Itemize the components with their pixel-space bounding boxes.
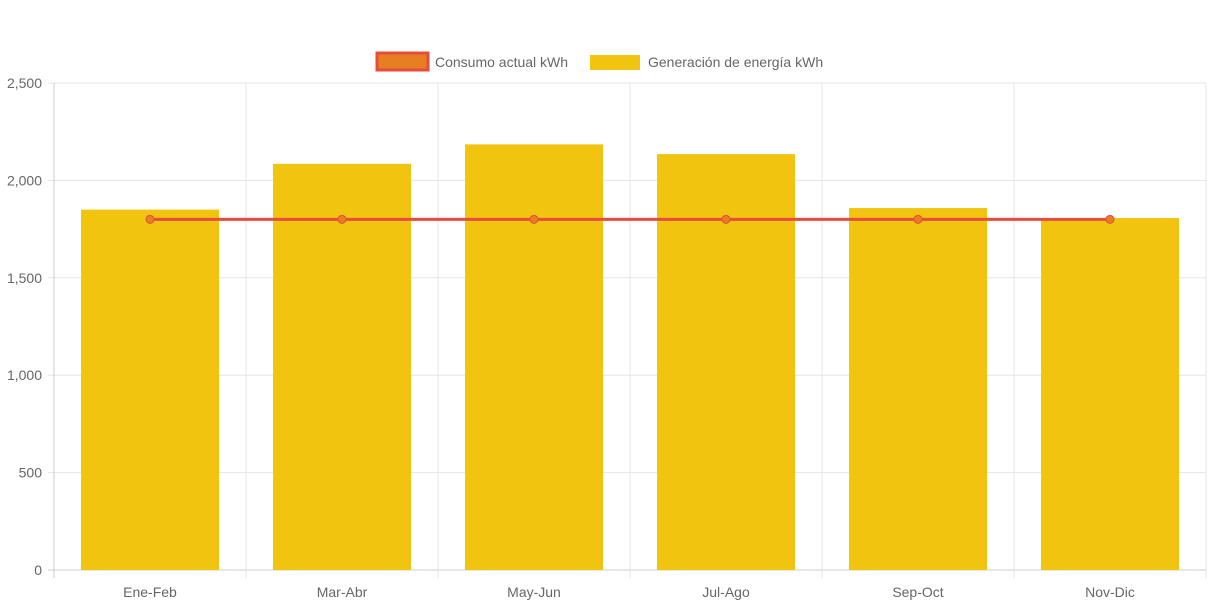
- x-tick-label: Nov-Dic: [1085, 584, 1135, 600]
- x-tick-label: May-Jun: [507, 584, 561, 600]
- x-tick-label: Jul-Ago: [702, 584, 750, 600]
- point-consumo-Jul-Ago: [721, 214, 731, 224]
- x-tick-label: Ene-Feb: [123, 584, 177, 600]
- x-tick-label: Mar-Abr: [317, 584, 368, 600]
- y-tick-label: 1,000: [7, 367, 42, 383]
- legend-item-consumo[interactable]: Consumo actual kWh: [375, 51, 568, 72]
- point-consumo-Sep-Oct: [913, 214, 923, 224]
- y-tick-label: 1,500: [7, 270, 42, 286]
- legend-label-consumo: Consumo actual kWh: [435, 54, 568, 70]
- legend-swatch-consumo: [375, 51, 430, 72]
- y-tick-label: 2,000: [7, 172, 42, 188]
- bar-Sep-Oct: [849, 208, 987, 571]
- point-consumo-Nov-Dic: [1105, 214, 1115, 224]
- legend-swatch-generacion: [590, 55, 640, 70]
- bar-May-Jun: [465, 144, 603, 570]
- point-consumo-May-Jun: [529, 214, 539, 224]
- point-consumo-Mar-Abr: [337, 214, 347, 224]
- legend-label-generacion: Generación de energía kWh: [648, 54, 823, 70]
- point-consumo-Ene-Feb: [145, 214, 155, 224]
- legend: Consumo actual kWh Generación de energía…: [375, 51, 823, 72]
- bar-Nov-Dic: [1041, 217, 1179, 570]
- legend-item-generacion[interactable]: Generación de energía kWh: [590, 54, 823, 70]
- x-tick-label: Sep-Oct: [892, 584, 943, 600]
- y-tick-label: 500: [19, 465, 43, 481]
- bar-Ene-Feb: [81, 209, 219, 570]
- y-tick-label: 0: [34, 562, 42, 578]
- y-tick-label: 2,500: [7, 75, 42, 91]
- bar-Mar-Abr: [273, 163, 411, 571]
